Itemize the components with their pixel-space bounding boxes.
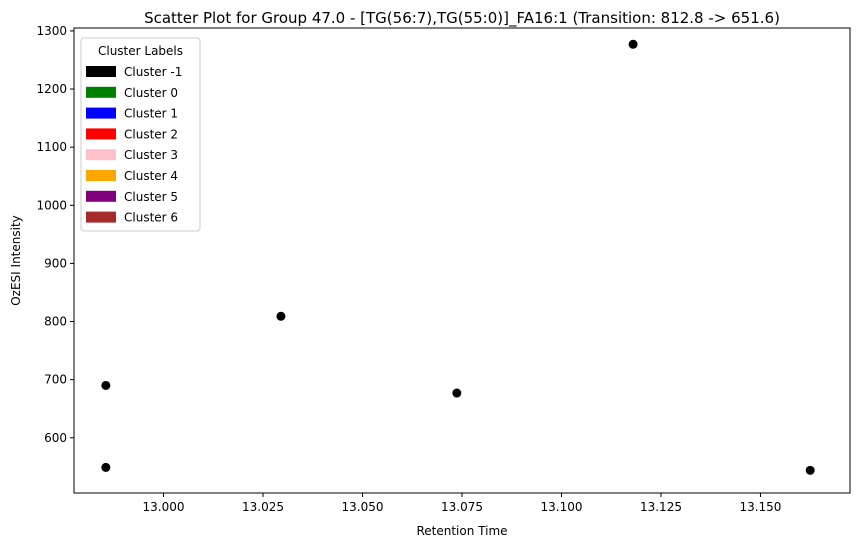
- x-tick-label: 13.025: [242, 500, 284, 514]
- x-tick-label: 13.050: [342, 500, 384, 514]
- legend-swatch: [86, 149, 116, 161]
- y-tick-label: 1300: [36, 24, 67, 38]
- legend-swatch: [86, 170, 116, 181]
- legend-swatch: [86, 107, 116, 119]
- data-point: [628, 39, 638, 49]
- x-axis-ticks: 13.000 13.025 13.050 13.075 13.100 13.125 13.1…: [143, 493, 781, 514]
- legend-label: Cluster 2: [124, 127, 178, 141]
- x-tick-label: 13.000: [143, 500, 185, 514]
- x-tick-label: 13.150: [739, 500, 781, 514]
- chart-title: Scatter Plot for Group 47.0 - [TG(56:7),…: [144, 9, 780, 28]
- legend: Cluster Labels Cluster -1 Cluster 0 Cluste…: [80, 37, 201, 232]
- plot-area: [101, 39, 815, 475]
- y-tick-label: 800: [44, 315, 67, 329]
- legend-swatch: [86, 66, 116, 77]
- y-tick-label: 1000: [36, 198, 67, 212]
- y-tick-label: 600: [44, 431, 67, 445]
- data-point: [452, 388, 462, 398]
- legend-title: Cluster Labels: [98, 44, 183, 58]
- x-axis-label: Retention Time: [416, 524, 507, 538]
- y-tick-label: 700: [44, 373, 67, 387]
- legend-swatch: [86, 128, 116, 140]
- legend-label: Cluster 5: [124, 190, 178, 204]
- x-tick-label: 13.075: [441, 500, 483, 514]
- data-point: [805, 465, 815, 475]
- legend-swatch: [86, 86, 116, 98]
- y-axis-label: OzESI Intensity: [9, 215, 23, 306]
- legend-label: Cluster 1: [124, 107, 178, 121]
- x-tick-label: 13.125: [640, 500, 682, 514]
- legend-label: Cluster -1: [124, 65, 182, 79]
- y-tick-label: 900: [44, 256, 67, 270]
- legend-box: [80, 37, 201, 232]
- legend-swatch: [86, 211, 116, 223]
- y-tick-label: 1200: [36, 82, 67, 96]
- y-tick-label: 1100: [36, 140, 67, 154]
- legend-label: Cluster 3: [124, 148, 178, 162]
- y-axis-ticks: 600 700 800 900 1000 1100 1200 1300: [36, 24, 74, 445]
- legend-label: Cluster 4: [124, 169, 178, 183]
- legend-label: Cluster 6: [124, 211, 178, 225]
- data-point: [101, 462, 111, 472]
- data-point: [276, 311, 286, 321]
- data-point: [101, 380, 111, 390]
- legend-label: Cluster 0: [124, 86, 178, 100]
- legend-swatch: [86, 190, 116, 202]
- x-tick-label: 13.100: [540, 500, 582, 514]
